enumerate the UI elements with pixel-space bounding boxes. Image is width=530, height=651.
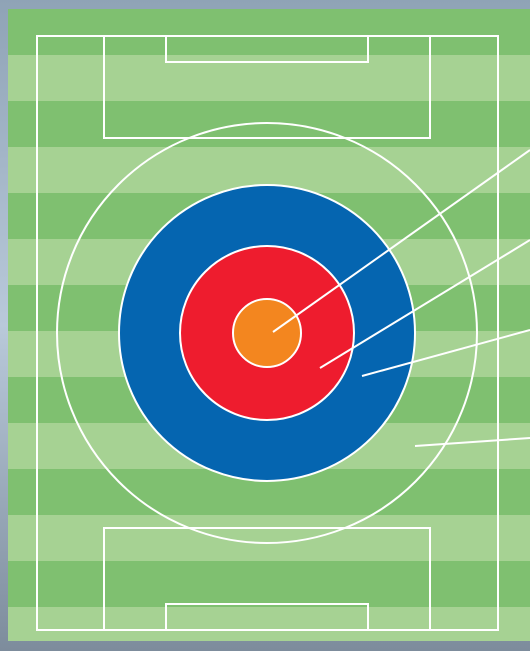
pitch-diagram (0, 0, 530, 651)
page: (() => { const data = JSON.parse(documen… (0, 0, 530, 651)
orange-core (233, 299, 301, 367)
